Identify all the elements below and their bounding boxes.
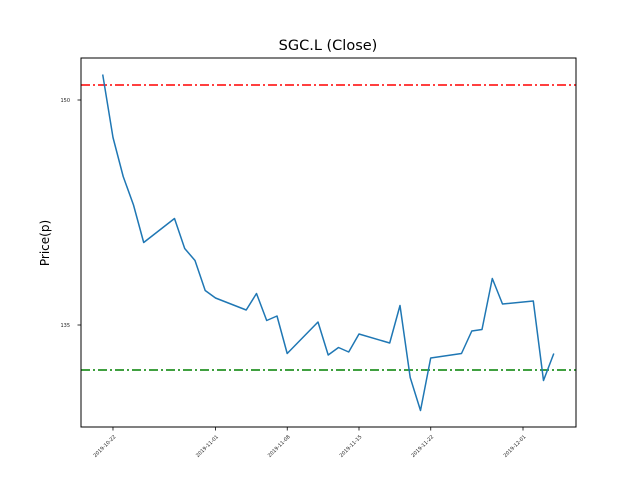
x-tick-label: 2019-11-08	[267, 434, 292, 459]
series-line-close	[101, 74, 555, 412]
y-tick-label: 135	[60, 323, 70, 329]
y-tick-label: 150	[60, 98, 70, 104]
x-tick-label: 2019-12-01	[503, 434, 528, 459]
plot-area	[80, 57, 577, 428]
x-tick-label: 2019-11-22	[410, 434, 435, 459]
x-tick-label: 2019-11-15	[339, 434, 364, 459]
x-tick-label: 2019-10-22	[93, 434, 118, 459]
chart-title: SGC.L (Close)	[279, 38, 378, 54]
y-axis-label: Price(p)	[38, 220, 52, 266]
x-tick-label: 2019-11-01	[195, 434, 220, 459]
